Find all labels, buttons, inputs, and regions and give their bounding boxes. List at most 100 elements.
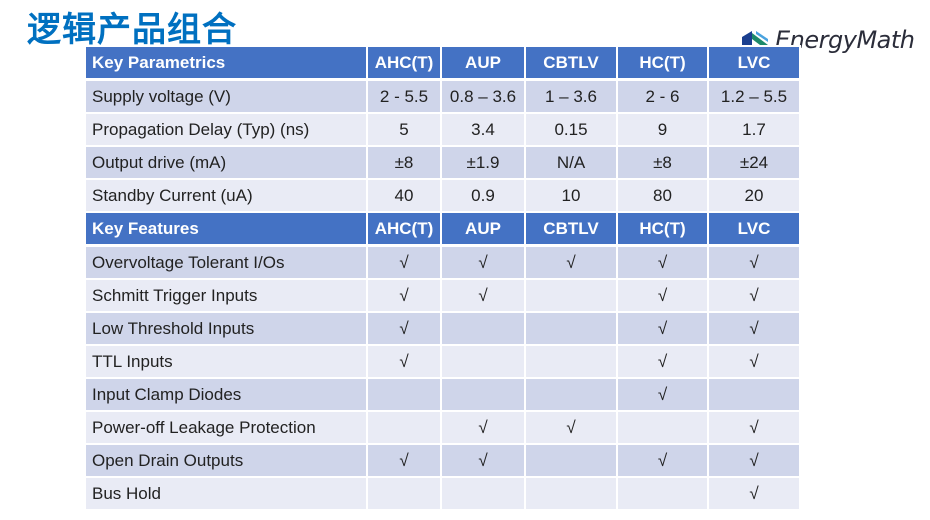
- cell-value: 0.8 – 3.6: [440, 78, 526, 114]
- cell-value: √: [440, 443, 526, 478]
- cell-value: [366, 410, 442, 445]
- cell-value: 1 – 3.6: [524, 78, 618, 114]
- cell-value: [366, 476, 442, 511]
- row-label: Overvoltage Tolerant I/Os: [84, 244, 368, 280]
- cell-value: √: [366, 278, 442, 313]
- table-row: TTL Inputs √ √ √: [84, 344, 801, 379]
- cell-value: 0.9: [440, 178, 526, 213]
- cell-value: 40: [366, 178, 442, 213]
- table-row: Power-off Leakage Protection √ √ √: [84, 410, 801, 445]
- cell-value: [707, 377, 801, 412]
- cell-value: CBTLV: [524, 211, 618, 247]
- cell-value: √: [707, 311, 801, 346]
- cell-value: √: [366, 443, 442, 478]
- page-title: 逻辑产品组合: [27, 10, 237, 50]
- cell-value: HC(T): [616, 45, 709, 81]
- table-row: Bus Hold √: [84, 476, 801, 511]
- cell-value: √: [616, 311, 709, 346]
- row-label: Open Drain Outputs: [84, 443, 368, 478]
- table-row: Input Clamp Diodes √: [84, 377, 801, 412]
- cell-value: √: [616, 244, 709, 280]
- table-row: Standby Current (uA) 40 0.9 10 80 20: [84, 178, 801, 213]
- cell-value: AHC(T): [366, 211, 442, 247]
- cell-value: √: [440, 410, 526, 445]
- cell-value: AUP: [440, 45, 526, 81]
- cell-value: √: [616, 344, 709, 379]
- cell-value: 10: [524, 178, 618, 213]
- cell-value: ±24: [707, 145, 801, 180]
- cell-value: 80: [616, 178, 709, 213]
- cell-value: LVC: [707, 45, 801, 81]
- row-label: Key Parametrics: [84, 45, 368, 81]
- cell-value: LVC: [707, 211, 801, 247]
- cell-value: 1.7: [707, 112, 801, 147]
- cell-value: ±8: [366, 145, 442, 180]
- cell-value: 0.15: [524, 112, 618, 147]
- cell-value: [440, 377, 526, 412]
- cell-value: √: [616, 377, 709, 412]
- row-label: Standby Current (uA): [84, 178, 368, 213]
- cell-value: √: [366, 244, 442, 280]
- cell-value: ±8: [616, 145, 709, 180]
- cell-value: √: [707, 443, 801, 478]
- row-label: Supply voltage (V): [84, 78, 368, 114]
- cell-value: 20: [707, 178, 801, 213]
- table-row: Supply voltage (V) 2 - 5.5 0.8 – 3.6 1 – 3.…: [84, 78, 801, 114]
- row-label: Key Features: [84, 211, 368, 247]
- cell-value: √: [366, 344, 442, 379]
- cell-value: [524, 278, 618, 313]
- table-row: Open Drain Outputs √ √ √ √: [84, 443, 801, 478]
- cell-value: [524, 443, 618, 478]
- cell-value: 5: [366, 112, 442, 147]
- cell-value: √: [366, 311, 442, 346]
- cell-value: √: [616, 278, 709, 313]
- cell-value: √: [707, 344, 801, 379]
- row-label: TTL Inputs: [84, 344, 368, 379]
- row-label: Output drive (mA): [84, 145, 368, 180]
- cell-value: CBTLV: [524, 45, 618, 81]
- cell-value: √: [707, 410, 801, 445]
- cell-value: 2 - 5.5: [366, 78, 442, 114]
- cell-value: [616, 410, 709, 445]
- row-label: Low Threshold Inputs: [84, 311, 368, 346]
- cell-value: √: [440, 244, 526, 280]
- cell-value: [440, 476, 526, 511]
- cell-value: √: [707, 476, 801, 511]
- cell-value: [440, 344, 526, 379]
- table-row: Output drive (mA) ±8 ±1.9 N/A ±8 ±24: [84, 145, 801, 180]
- cell-value: √: [524, 410, 618, 445]
- row-label: Propagation Delay (Typ) (ns): [84, 112, 368, 147]
- cell-value: √: [616, 443, 709, 478]
- cell-value: 9: [616, 112, 709, 147]
- row-label: Input Clamp Diodes: [84, 377, 368, 412]
- header-row: Key Features AHC(T) AUP CBTLV HC(T) LVC: [84, 211, 801, 247]
- cell-value: √: [707, 244, 801, 280]
- cell-value: 2 - 6: [616, 78, 709, 114]
- table-row: Propagation Delay (Typ) (ns) 5 3.4 0.15 9 1.7: [84, 112, 801, 147]
- cell-value: N/A: [524, 145, 618, 180]
- row-label: Power-off Leakage Protection: [84, 410, 368, 445]
- cell-value: [524, 311, 618, 346]
- cell-value: [524, 377, 618, 412]
- cell-value: [524, 476, 618, 511]
- table-row: Schmitt Trigger Inputs √ √ √ √: [84, 278, 801, 313]
- cell-value: 3.4: [440, 112, 526, 147]
- cell-value: √: [440, 278, 526, 313]
- row-label: Schmitt Trigger Inputs: [84, 278, 368, 313]
- cell-value: √: [524, 244, 618, 280]
- cell-value: [616, 476, 709, 511]
- header-row: Key Parametrics AHC(T) AUP CBTLV HC(T) LVC: [84, 45, 801, 81]
- cell-value: ±1.9: [440, 145, 526, 180]
- cell-value: √: [707, 278, 801, 313]
- row-label: Bus Hold: [84, 476, 368, 511]
- cell-value: [366, 377, 442, 412]
- cell-value: AUP: [440, 211, 526, 247]
- table-row: Low Threshold Inputs √ √ √: [84, 311, 801, 346]
- cell-value: AHC(T): [366, 45, 442, 81]
- cell-value: HC(T): [616, 211, 709, 247]
- logic-product-table: Key Parametrics AHC(T) AUP CBTLV HC(T) LVC Sup…: [84, 45, 801, 511]
- table-row: Overvoltage Tolerant I/Os √ √ √ √ √: [84, 244, 801, 280]
- cell-value: [440, 311, 526, 346]
- cell-value: [524, 344, 618, 379]
- cell-value: 1.2 – 5.5: [707, 78, 801, 114]
